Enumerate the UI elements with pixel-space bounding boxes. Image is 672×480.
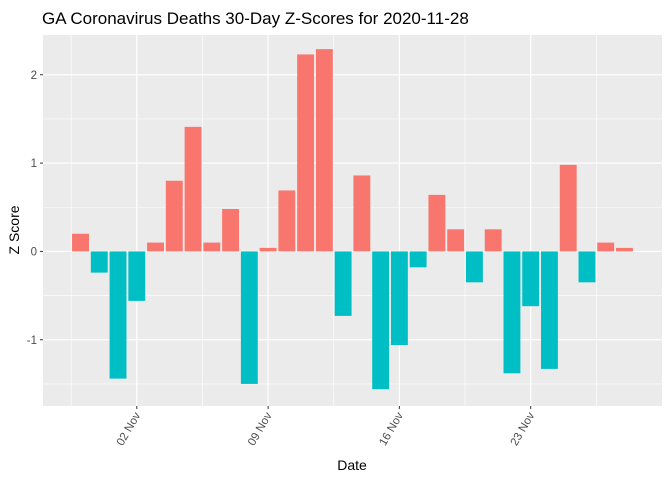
bar — [147, 242, 164, 252]
bar — [484, 229, 502, 252]
bar — [409, 251, 427, 268]
bar — [503, 251, 521, 374]
y-tick-label: 2 — [31, 70, 37, 82]
grid-major — [43, 35, 662, 406]
bar — [522, 251, 540, 307]
y-tick-label: 1 — [31, 158, 37, 170]
x-tick-label: 02 Nov — [115, 410, 144, 448]
x-axis: 02 Nov 09 Nov 16 Nov 23 Nov — [115, 406, 538, 448]
y-tick-label: 0 — [31, 246, 37, 258]
y-axis-title: Z Score — [6, 205, 22, 254]
plot-panel — [43, 35, 662, 406]
bar — [165, 180, 183, 252]
bar — [334, 251, 352, 316]
x-axis-title: Date — [337, 457, 367, 473]
bar — [390, 251, 408, 346]
bar — [72, 233, 89, 252]
y-axis: -1 0 1 2 — [27, 70, 43, 347]
bar — [447, 229, 465, 252]
bar — [559, 164, 577, 252]
bar — [222, 209, 240, 252]
bars — [72, 49, 633, 390]
bar — [297, 54, 315, 252]
chart-title: GA Coronavirus Deaths 30-Day Z-Scores fo… — [42, 9, 469, 28]
x-tick-label: 23 Nov — [509, 410, 538, 448]
bar — [616, 247, 633, 252]
bar — [128, 251, 146, 301]
bar — [541, 251, 558, 369]
x-tick-label: 16 Nov — [377, 410, 406, 448]
bar — [597, 242, 615, 252]
bar — [465, 251, 483, 283]
bar — [184, 126, 202, 252]
bar — [240, 251, 258, 384]
bar — [203, 242, 221, 252]
bar — [353, 175, 371, 252]
bar — [278, 190, 296, 252]
bar — [372, 251, 390, 390]
bar — [90, 251, 108, 273]
bar — [578, 251, 596, 283]
y-tick-label: -1 — [27, 335, 37, 347]
grid-minor — [43, 35, 662, 406]
bar — [259, 247, 277, 252]
bar — [109, 251, 127, 379]
bar — [315, 49, 333, 252]
x-tick-label: 09 Nov — [246, 410, 275, 448]
bar — [428, 194, 446, 252]
